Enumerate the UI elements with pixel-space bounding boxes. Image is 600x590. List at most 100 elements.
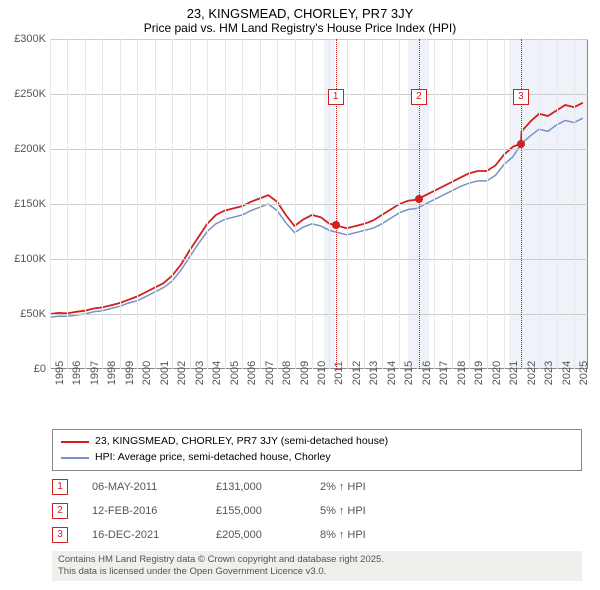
grid-v xyxy=(102,39,103,369)
event-number-box: 2 xyxy=(52,503,68,519)
event-price: £155,000 xyxy=(216,505,296,517)
grid-v xyxy=(382,39,383,369)
x-tick-label: 2025 xyxy=(578,361,590,385)
x-tick-label: 2020 xyxy=(491,361,503,385)
legend-swatch xyxy=(61,441,89,443)
event-row: 106-MAY-2011£131,0002%↑HPI xyxy=(52,475,582,499)
grid-v xyxy=(260,39,261,369)
x-tick-label: 2015 xyxy=(403,361,415,385)
grid-v xyxy=(277,39,278,369)
marker-box: 2 xyxy=(411,89,427,105)
grid-v xyxy=(364,39,365,369)
marker-dot xyxy=(332,221,340,229)
x-tick-label: 2011 xyxy=(333,361,345,385)
x-tick-label: 1996 xyxy=(71,361,83,385)
y-tick-label: £0 xyxy=(34,363,46,375)
chart-container: 23, KINGSMEAD, CHORLEY, PR7 3JY Price pa… xyxy=(0,0,600,581)
x-tick-label: 2013 xyxy=(368,361,380,385)
event-suffix: HPI xyxy=(347,481,365,493)
event-date: 12-FEB-2016 xyxy=(92,505,192,517)
credits: Contains HM Land Registry data © Crown c… xyxy=(52,551,582,582)
grid-h xyxy=(50,259,588,260)
credits-line2: This data is licensed under the Open Gov… xyxy=(58,566,576,578)
grid-v xyxy=(452,39,453,369)
event-date: 16-DEC-2021 xyxy=(92,529,192,541)
event-hpi: 8%↑HPI xyxy=(320,529,366,541)
x-tick-label: 2009 xyxy=(299,361,311,385)
grid-v xyxy=(155,39,156,369)
grid-v xyxy=(347,39,348,369)
chart-subtitle: Price paid vs. HM Land Registry's House … xyxy=(0,21,600,39)
grid-v xyxy=(242,39,243,369)
y-tick-label: £50K xyxy=(20,308,46,320)
grid-v xyxy=(539,39,540,369)
grid-v xyxy=(50,39,51,369)
arrow-up-icon: ↑ xyxy=(339,529,345,541)
marker-dot xyxy=(415,195,423,203)
arrow-up-icon: ↑ xyxy=(339,505,345,517)
legend-item: HPI: Average price, semi-detached house,… xyxy=(61,450,573,466)
grid-v xyxy=(225,39,226,369)
x-tick-label: 2014 xyxy=(386,361,398,385)
x-tick-label: 2007 xyxy=(264,361,276,385)
grid-v xyxy=(312,39,313,369)
y-tick-label: £200K xyxy=(14,143,46,155)
y-tick-label: £250K xyxy=(14,88,46,100)
series-line xyxy=(50,103,583,314)
grid-h xyxy=(50,39,588,40)
event-pct: 8% xyxy=(320,529,336,541)
grid-v xyxy=(120,39,121,369)
y-tick-label: £100K xyxy=(14,253,46,265)
x-tick-label: 2008 xyxy=(281,361,293,385)
x-tick-label: 2003 xyxy=(194,361,206,385)
grid-v xyxy=(574,39,575,369)
event-suffix: HPI xyxy=(347,529,365,541)
event-pct: 5% xyxy=(320,505,336,517)
x-tick-label: 2004 xyxy=(211,361,223,385)
grid-v xyxy=(557,39,558,369)
x-tick-label: 2023 xyxy=(543,361,555,385)
events-table: 106-MAY-2011£131,0002%↑HPI212-FEB-2016£1… xyxy=(52,475,582,547)
x-tick-label: 1999 xyxy=(124,361,136,385)
x-tick-label: 1995 xyxy=(54,361,66,385)
event-hpi: 2%↑HPI xyxy=(320,481,366,493)
x-tick-label: 2010 xyxy=(316,361,328,385)
event-number-box: 3 xyxy=(52,527,68,543)
x-tick-label: 2002 xyxy=(176,361,188,385)
grid-v xyxy=(137,39,138,369)
x-tick-label: 2017 xyxy=(438,361,450,385)
event-suffix: HPI xyxy=(347,505,365,517)
marker-box: 3 xyxy=(513,89,529,105)
chart-title: 23, KINGSMEAD, CHORLEY, PR7 3JY xyxy=(0,0,600,21)
x-tick-label: 1998 xyxy=(106,361,118,385)
legend-swatch xyxy=(61,457,89,459)
plot-area: £0£50K£100K£150K£200K£250K£300K 123 xyxy=(50,39,588,369)
legend-label: HPI: Average price, semi-detached house,… xyxy=(95,450,331,466)
grid-v xyxy=(434,39,435,369)
x-tick-label: 2024 xyxy=(561,361,573,385)
x-tick-label: 2016 xyxy=(421,361,433,385)
y-axis: £0£50K£100K£150K£200K£250K£300K xyxy=(0,39,48,369)
x-tick-label: 2001 xyxy=(159,361,171,385)
grid-v xyxy=(67,39,68,369)
x-axis: 1995199619971998199920002001200220032004… xyxy=(50,369,588,419)
x-tick-label: 1997 xyxy=(89,361,101,385)
arrow-up-icon: ↑ xyxy=(339,481,345,493)
event-price: £205,000 xyxy=(216,529,296,541)
event-number-box: 1 xyxy=(52,479,68,495)
grid-v xyxy=(85,39,86,369)
y-tick-label: £150K xyxy=(14,198,46,210)
grid-h xyxy=(50,149,588,150)
x-tick-label: 2005 xyxy=(229,361,241,385)
event-price: £131,000 xyxy=(216,481,296,493)
x-tick-label: 2021 xyxy=(508,361,520,385)
event-hpi: 5%↑HPI xyxy=(320,505,366,517)
grid-h xyxy=(50,204,588,205)
x-tick-label: 2022 xyxy=(526,361,538,385)
grid-v xyxy=(172,39,173,369)
grid-v xyxy=(207,39,208,369)
marker-box: 1 xyxy=(328,89,344,105)
grid-v xyxy=(504,39,505,369)
legend: 23, KINGSMEAD, CHORLEY, PR7 3JY (semi-de… xyxy=(52,429,582,471)
x-tick-label: 2012 xyxy=(351,361,363,385)
